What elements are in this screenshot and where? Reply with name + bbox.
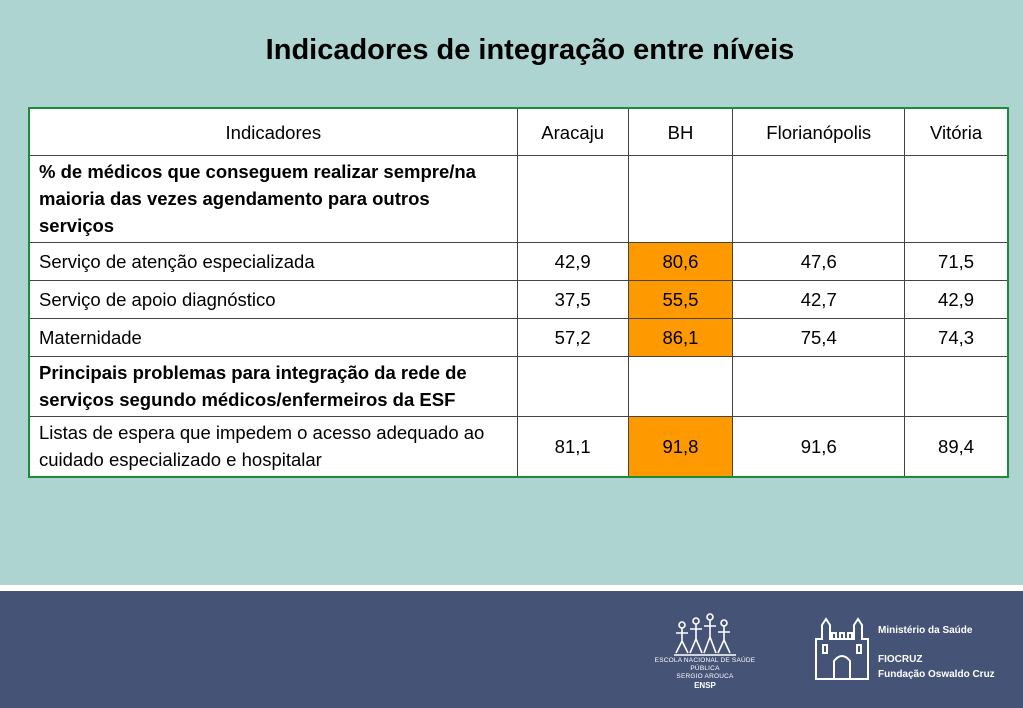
col-header-florianopolis: Florianópolis: [732, 107, 906, 156]
value-cell: 57,2: [516, 318, 629, 357]
value-cell-highlighted: 80,6: [627, 242, 734, 281]
col-header-indicadores: Indicadores: [28, 107, 518, 156]
table-cell: [904, 356, 1009, 417]
col-header-bh: BH: [627, 107, 734, 156]
section-title: Principais problemas para integração da …: [28, 356, 518, 417]
table-row: Serviço de apoio diagnóstico 37,5 55,5 4…: [28, 280, 1009, 319]
table-header-row: Indicadores Aracaju BH Florianópolis Vit…: [28, 107, 1009, 156]
table-row: Listas de espera que impedem o acesso ad…: [28, 416, 1009, 478]
ensp-abbreviation: ENSP: [694, 681, 716, 690]
footer-divider: [0, 585, 1023, 591]
value-cell: 71,5: [904, 242, 1009, 281]
row-label: Serviço de atenção especializada: [28, 242, 518, 281]
page-title: Indicadores de integração entre níveis: [265, 34, 795, 66]
ensp-name-line2: SERGIO AROUCA: [676, 673, 734, 680]
fiocruz-castle-icon: [815, 617, 869, 680]
fiocruz-fullname: Fundação Oswaldo Cruz: [878, 669, 995, 680]
value-cell: 42,9: [904, 280, 1009, 319]
value-cell: 37,5: [516, 280, 629, 319]
value-cell-highlighted: 86,1: [627, 318, 734, 357]
value-cell: 91,6: [732, 416, 906, 478]
value-cell: 81,1: [516, 416, 629, 478]
table-cell: [904, 155, 1009, 243]
value-cell: 74,3: [904, 318, 1009, 357]
fiocruz-label: FIOCRUZ: [878, 654, 923, 665]
indicators-table: Indicadores Aracaju BH Florianópolis Vit…: [28, 107, 1009, 478]
row-label: Maternidade: [28, 318, 518, 357]
table-row: Maternidade 57,2 86,1 75,4 74,3: [28, 318, 1009, 357]
table-row: Serviço de atenção especializada 42,9 80…: [28, 242, 1009, 281]
ensp-logo: ESCOLA NACIONAL DE SAÚDE PÚBLICA SERGIO …: [650, 611, 760, 703]
col-header-aracaju: Aracaju: [516, 107, 629, 156]
ensp-emblem-icon: [674, 613, 736, 656]
table-cell: [516, 155, 629, 243]
section-row: % de médicos que conseguem realizar semp…: [28, 155, 1009, 243]
fiocruz-logo: Ministério da Saúde FIOCRUZ Fundação Osw…: [812, 617, 1017, 687]
table-cell: [627, 356, 734, 417]
ministry-label: Ministério da Saúde: [878, 625, 973, 636]
section-row: Principais problemas para integração da …: [28, 356, 1009, 417]
table-cell: [732, 356, 906, 417]
value-cell-highlighted: 55,5: [627, 280, 734, 319]
table-cell: [732, 155, 906, 243]
value-cell: 42,9: [516, 242, 629, 281]
row-label: Serviço de apoio diagnóstico: [28, 280, 518, 319]
row-label: Listas de espera que impedem o acesso ad…: [28, 416, 518, 478]
value-cell: 75,4: [732, 318, 906, 357]
table-cell: [627, 155, 734, 243]
ensp-name-line1: ESCOLA NACIONAL DE SAÚDE PÚBLICA: [654, 657, 756, 672]
col-header-vitoria: Vitória: [904, 107, 1009, 156]
value-cell: 42,7: [732, 280, 906, 319]
footer-bar: ESCOLA NACIONAL DE SAÚDE PÚBLICA SERGIO …: [0, 591, 1023, 708]
value-cell: 47,6: [732, 242, 906, 281]
value-cell-highlighted: 91,8: [627, 416, 734, 478]
section-title: % de médicos que conseguem realizar semp…: [28, 155, 518, 243]
table-cell: [516, 356, 629, 417]
value-cell: 89,4: [904, 416, 1009, 478]
